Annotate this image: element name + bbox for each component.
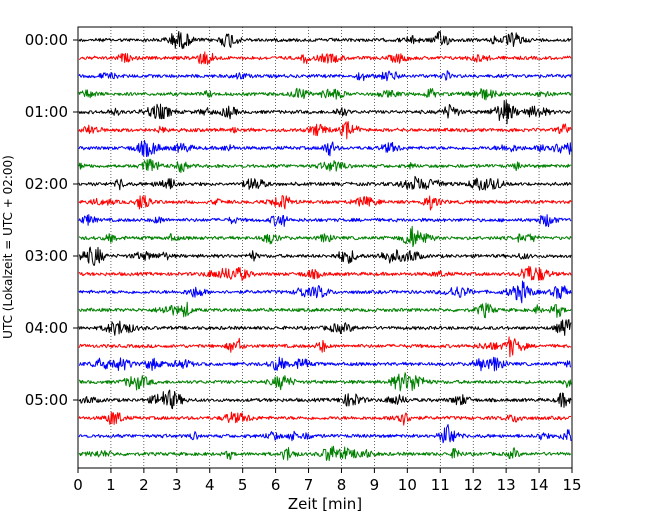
seismic-trace <box>78 30 572 50</box>
seismic-trace <box>78 158 572 174</box>
seismic-trace <box>78 100 572 125</box>
seismic-trace <box>78 87 572 101</box>
seismic-trace <box>78 356 572 372</box>
x-tick-label: 5 <box>238 476 248 494</box>
x-tick-label: 7 <box>304 476 314 494</box>
x-tick-label: 12 <box>464 476 483 494</box>
seismic-trace <box>78 121 572 140</box>
seismic-trace <box>78 225 572 248</box>
x-tick-label: 0 <box>73 476 83 494</box>
seismic-trace <box>78 336 572 358</box>
seismic-trace <box>78 175 572 191</box>
y-tick-label: 01:00 <box>25 103 68 121</box>
x-tick-label: 1 <box>106 476 116 494</box>
seismic-trace <box>78 301 572 319</box>
seismic-trace <box>78 445 572 462</box>
plot-frame <box>77 26 573 469</box>
seismic-trace <box>78 195 572 211</box>
y-tick-label: 05:00 <box>25 391 68 409</box>
seismic-trace <box>79 372 572 392</box>
x-tick-label: 8 <box>337 476 347 494</box>
x-axis-label: Zeit [min] <box>288 495 362 513</box>
x-axis-ticks: 0 1 2 3 4 5 6 7 8 9 10 11 12 13 14 15 <box>73 468 582 494</box>
y-tick-label: 03:00 <box>25 247 68 265</box>
seismic-trace <box>78 70 572 82</box>
x-tick-label: 14 <box>530 476 549 494</box>
x-tick-label: 6 <box>271 476 281 494</box>
x-tick-label: 13 <box>497 476 516 494</box>
y-tick-label: 02:00 <box>25 175 68 193</box>
x-tick-label: 3 <box>172 476 182 494</box>
seismic-trace <box>78 139 572 157</box>
seismic-trace <box>78 389 572 410</box>
y-tick-label: 04:00 <box>25 319 68 337</box>
seismic-trace <box>78 214 572 228</box>
plot-background <box>78 27 572 468</box>
seismic-traces <box>78 30 572 462</box>
x-tick-label: 4 <box>205 476 215 494</box>
y-tick-label: 00:00 <box>25 31 68 49</box>
x-tick-label: 15 <box>562 476 581 494</box>
seismic-trace <box>78 411 572 426</box>
seismic-trace <box>78 51 572 65</box>
x-tick-label: 10 <box>398 476 417 494</box>
seismic-trace <box>78 265 572 281</box>
seismic-trace <box>78 280 572 304</box>
seismic-trace <box>79 246 572 266</box>
x-tick-label: 11 <box>431 476 450 494</box>
y-axis-ticks: 00:00 01:00 02:00 03:00 04:00 05:00 <box>25 31 78 409</box>
seismic-trace <box>78 319 572 336</box>
x-tick-label: 9 <box>370 476 380 494</box>
x-tick-label: 2 <box>139 476 149 494</box>
y-axis-label: UTC (Lokalzeit = UTC + 02:00) <box>1 155 15 339</box>
seismic-trace <box>78 424 572 444</box>
